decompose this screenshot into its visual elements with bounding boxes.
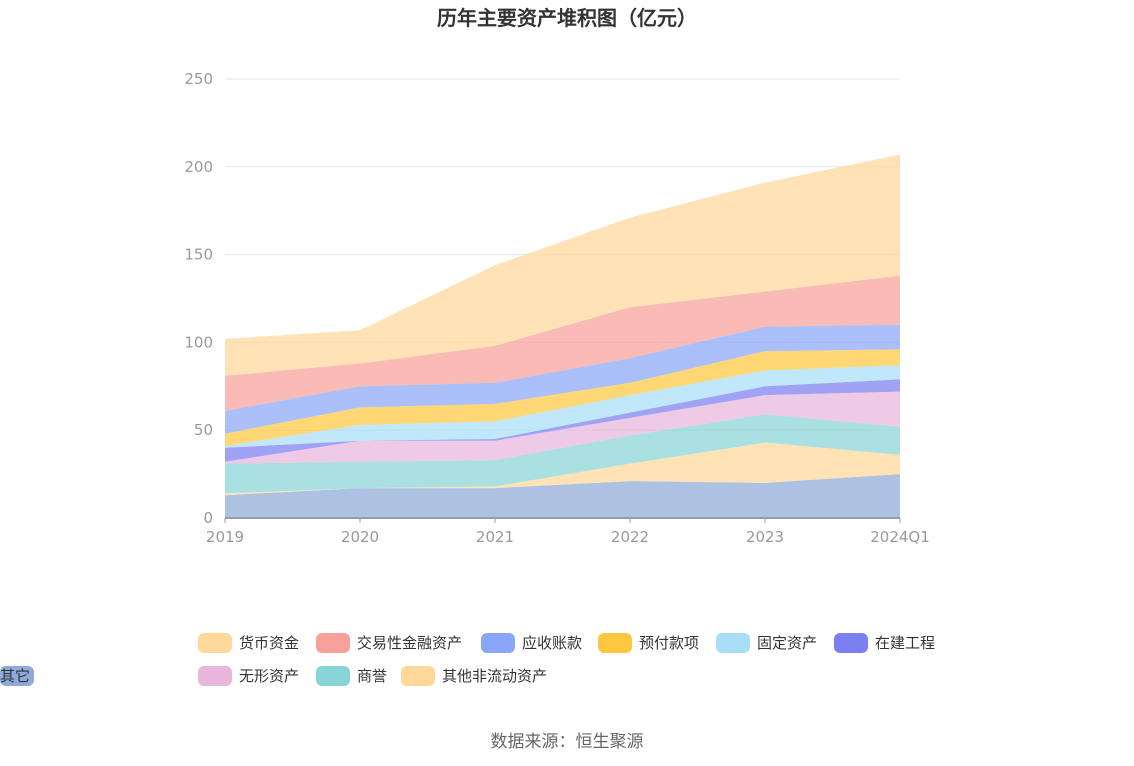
legend-item-在建工程[interactable]: 在建工程	[834, 633, 935, 653]
x-tick-label: 2022	[611, 528, 649, 546]
area-在建工程	[225, 379, 900, 462]
axes: 0 50 100 150 200 250 2019 2020 2021 2022 2023 2024Q…	[184, 70, 929, 546]
legend-item-其他非流动资产[interactable]: 其他非流动资产	[401, 666, 547, 686]
x-tick-label: 2021	[476, 528, 514, 546]
legend-item-固定资产[interactable]: 固定资产	[716, 633, 817, 653]
legend-swatch	[598, 633, 632, 653]
x-tick-label: 2024Q1	[870, 528, 930, 546]
legend-item-预付款项[interactable]: 预付款项	[598, 633, 699, 653]
y-tick-label: 0	[203, 509, 213, 527]
legend-label: 交易性金融资产	[357, 634, 462, 652]
x-tick-label: 2023	[746, 528, 784, 546]
area-无形资产	[225, 391, 900, 464]
area-其它	[225, 474, 900, 518]
legend-label: 货币资金	[239, 634, 299, 652]
area-应收账款	[225, 324, 900, 434]
y-tick-label: 150	[184, 246, 213, 264]
x-tick-label: 2019	[206, 528, 244, 546]
legend-swatch	[0, 666, 34, 686]
legend-label: 无形资产	[239, 667, 299, 685]
area-其他非流动资产	[225, 442, 900, 496]
area-货币资金	[225, 154, 900, 376]
legend-item-货币资金[interactable]: 货币资金	[198, 633, 299, 653]
legend-item-其它[interactable]: 其它	[0, 666, 34, 686]
legend-item-交易性金融资产[interactable]: 交易性金融资产	[316, 633, 462, 653]
legend-swatch	[198, 633, 232, 653]
legend-label: 其它	[0, 667, 30, 685]
legend-swatch	[481, 633, 515, 653]
legend-label: 商誉	[357, 667, 387, 685]
legend-label: 其他非流动资产	[442, 667, 547, 685]
legend-label: 预付款项	[639, 634, 699, 652]
legend-swatch	[198, 666, 232, 686]
area-商誉	[225, 414, 900, 494]
legend-swatch	[716, 633, 750, 653]
legend-swatch	[316, 666, 350, 686]
chart-title: 历年主要资产堆积图（亿元）	[437, 6, 697, 30]
y-tick-label: 200	[184, 158, 213, 176]
legend-swatch	[834, 633, 868, 653]
y-tick-label: 50	[194, 421, 213, 439]
legend-label: 在建工程	[875, 634, 935, 652]
area-预付款项	[225, 349, 900, 446]
data-source: 数据来源：恒生聚源	[491, 732, 644, 752]
x-tick-label: 2020	[341, 528, 379, 546]
legend-item-应收账款[interactable]: 应收账款	[481, 633, 582, 653]
legend-label: 固定资产	[757, 634, 817, 652]
legend-item-无形资产[interactable]: 无形资产	[198, 666, 299, 686]
legend-swatch	[401, 666, 435, 686]
area-series	[225, 154, 900, 518]
area-固定资产	[225, 365, 900, 448]
y-tick-label: 250	[184, 70, 213, 88]
legend-item-商誉[interactable]: 商誉	[316, 666, 387, 686]
legend-label: 应收账款	[522, 634, 582, 652]
y-tick-label: 100	[184, 333, 213, 351]
area-交易性金融资产	[225, 275, 900, 411]
legend-swatch	[316, 633, 350, 653]
